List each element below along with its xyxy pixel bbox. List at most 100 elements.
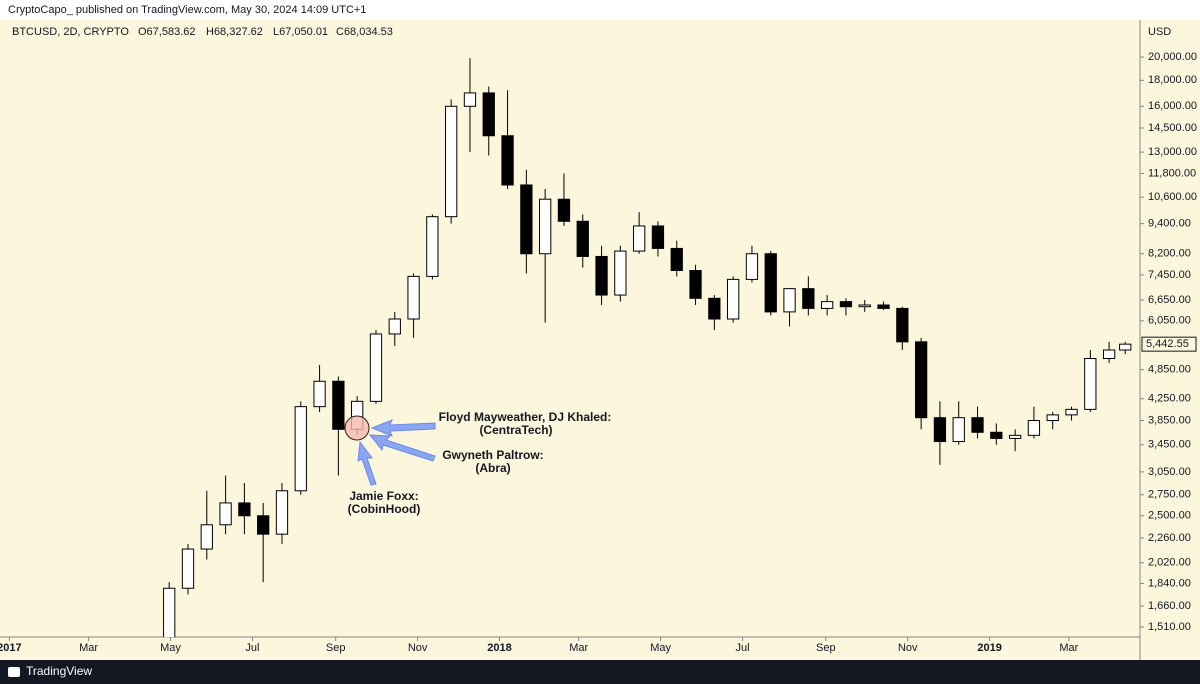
x-tick-label: May xyxy=(650,642,671,654)
candle-body xyxy=(557,198,571,222)
publisher: CryptoCapo_ published on TradingView.com… xyxy=(8,4,366,16)
symbol: BTCUSD, 2D, CRYPTO xyxy=(12,26,129,38)
x-tick-label: Sep xyxy=(326,642,346,654)
candle-body xyxy=(1065,408,1078,416)
candle-body xyxy=(520,184,533,255)
y-tick-label: 3,850.00 xyxy=(1148,414,1191,426)
y-tick-label: 2,260.00 xyxy=(1148,532,1191,544)
y-tick-label: 2,020.00 xyxy=(1148,557,1191,569)
candle-body xyxy=(614,250,627,296)
candle-body xyxy=(971,417,984,433)
candle-body xyxy=(388,318,401,335)
candle-body xyxy=(1046,414,1059,422)
y-tick-label: 8,200.00 xyxy=(1148,248,1191,260)
annotation-marks xyxy=(344,415,436,486)
candle-body xyxy=(877,304,890,309)
candle-body xyxy=(181,548,195,589)
brand-logo xyxy=(8,667,20,677)
y-tick-label: 16,000.00 xyxy=(1148,100,1197,112)
candle-body xyxy=(445,105,458,218)
x-tick-label: Nov xyxy=(408,642,428,654)
candle-body xyxy=(369,333,383,402)
candle-body xyxy=(294,406,307,492)
header-bar xyxy=(0,0,1200,20)
candle-body xyxy=(990,431,1003,439)
x-tick-label: Nov xyxy=(898,642,918,654)
candle-body xyxy=(933,417,947,443)
plot-background xyxy=(0,20,1200,660)
candle-body xyxy=(539,198,552,255)
brand: TradingView xyxy=(26,664,92,678)
x-tick-label: Jul xyxy=(245,642,259,654)
candle-body xyxy=(802,288,815,309)
candle-body xyxy=(163,587,176,637)
candle-body xyxy=(501,135,514,186)
y-tick-label: 3,050.00 xyxy=(1148,466,1191,478)
y-tick-label: 1,510.00 xyxy=(1148,621,1191,633)
x-tick-label: May xyxy=(160,642,181,654)
last-price-box xyxy=(1141,336,1197,352)
candle-body xyxy=(1084,358,1097,410)
candle-body xyxy=(482,92,495,137)
arrow xyxy=(357,440,377,486)
candle-body xyxy=(219,502,232,526)
ohlc-high: H68,327.62 xyxy=(206,26,263,38)
x-tick-label: Sep xyxy=(816,642,836,654)
annotation-text: (CobinHood) xyxy=(348,502,421,516)
x-tick-label: Mar xyxy=(569,642,588,654)
y-tick-label: 9,400.00 xyxy=(1148,218,1191,230)
y-tick-label: 3,450.00 xyxy=(1148,439,1191,451)
candle-body xyxy=(745,253,759,280)
candle-body xyxy=(595,255,608,296)
candle-body xyxy=(257,515,270,535)
y-tick-label: 13,000.00 xyxy=(1148,146,1197,158)
candle-body xyxy=(670,247,683,272)
candle-body xyxy=(275,490,289,535)
highlight-circle xyxy=(344,415,370,441)
y-tick-label: 6,650.00 xyxy=(1148,294,1191,306)
x-tick-label: Mar xyxy=(1059,642,1078,654)
ohlc-close: C68,034.53 xyxy=(336,26,393,38)
candle-body xyxy=(764,253,777,313)
ohlc-low: L67,050.01 xyxy=(273,26,328,38)
currency: USD xyxy=(1148,26,1171,38)
x-tick-label: Mar xyxy=(79,642,98,654)
y-tick-label: 2,500.00 xyxy=(1148,510,1191,522)
y-tick-label: 18,000.00 xyxy=(1148,74,1197,86)
y-tick-label: 6,050.00 xyxy=(1148,315,1191,327)
currency-box xyxy=(1141,20,1200,44)
candle-body xyxy=(858,304,871,308)
annotation-text: Floyd Mayweather, DJ Khaled: xyxy=(439,410,612,424)
y-tick-label: 1,660.00 xyxy=(1148,600,1191,612)
x-tick-label: 2019 xyxy=(977,642,1001,654)
annotation-text: Jamie Foxx: xyxy=(349,489,418,503)
candle-body xyxy=(426,216,439,277)
y-tick-label: 1,840.00 xyxy=(1148,577,1191,589)
y-tick-label: 11,800.00 xyxy=(1148,167,1196,179)
candle-body xyxy=(689,270,702,299)
x-tick-label: Jul xyxy=(736,642,750,654)
candle-body xyxy=(313,380,326,408)
footer-bar xyxy=(0,660,1200,684)
candle-body xyxy=(896,307,909,343)
arrow xyxy=(368,434,436,462)
candle-body xyxy=(332,380,345,430)
candle-body xyxy=(727,278,740,320)
x-tick-label: 2018 xyxy=(487,642,511,654)
candle-body xyxy=(1008,434,1022,439)
candle-body xyxy=(708,297,721,320)
annotation-text: (CentraTech) xyxy=(479,423,552,437)
ohlc-open: O67,583.62 xyxy=(138,26,196,38)
candle-body xyxy=(783,288,796,313)
y-tick-label: 20,000.00 xyxy=(1148,51,1197,63)
candle-body xyxy=(839,301,853,308)
arrow xyxy=(370,419,436,437)
y-tick-label: 4,850.00 xyxy=(1148,363,1191,375)
candles xyxy=(163,58,1132,637)
y-tick-label: 4,250.00 xyxy=(1148,393,1191,405)
candle-body xyxy=(238,502,251,517)
candle-body xyxy=(914,341,928,419)
candle-body xyxy=(1102,349,1116,360)
candle-body xyxy=(463,92,477,107)
candle-body xyxy=(651,225,665,249)
